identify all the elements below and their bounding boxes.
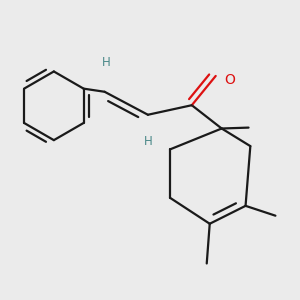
Text: H: H bbox=[143, 134, 152, 148]
Text: H: H bbox=[101, 56, 110, 69]
Text: O: O bbox=[225, 74, 236, 87]
